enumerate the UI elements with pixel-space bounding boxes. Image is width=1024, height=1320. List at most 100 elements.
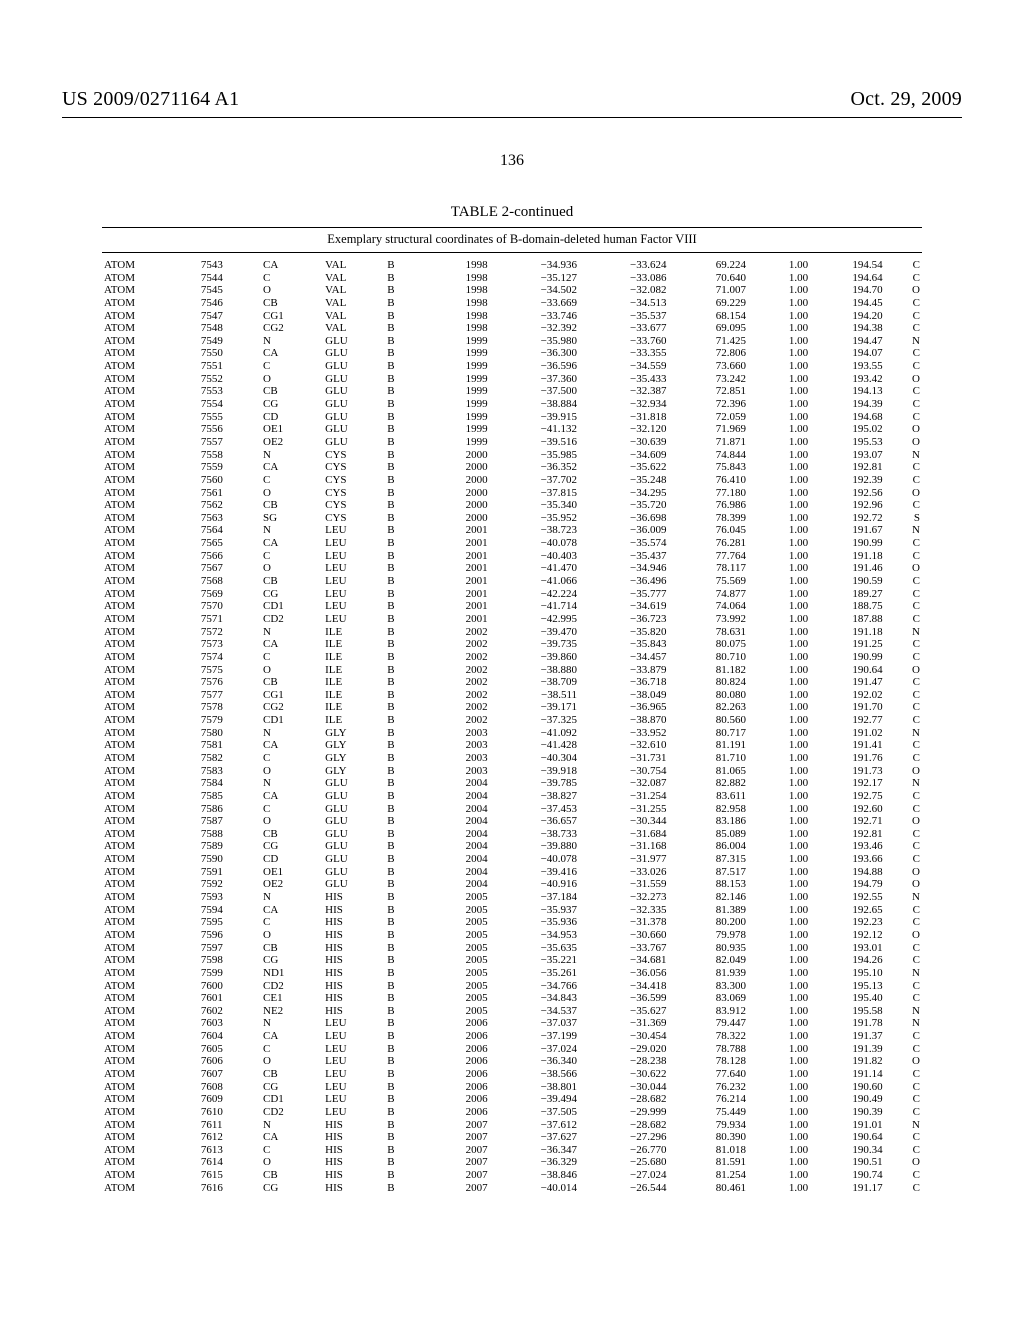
table-cell: 80.935 [668, 942, 748, 955]
table-cell: 82.958 [668, 803, 748, 816]
table-cell: −39.918 [490, 765, 579, 778]
table-cell: ATOM [102, 398, 199, 411]
table-cell: VAL [323, 272, 385, 285]
table-cell: 1.00 [748, 866, 810, 879]
table-cell: −39.735 [490, 638, 579, 651]
table-cell: 2005 [420, 904, 490, 917]
table-row: ATOM7609CD1LEUB2006−39.494−28.68276.2141… [102, 1093, 922, 1106]
table-row: ATOM7554CGGLUB1999−38.884−32.93472.3961.… [102, 398, 922, 411]
table-cell: 1.00 [748, 474, 810, 487]
coordinate-table: ATOM7543CAVALB1998−34.936−33.62469.2241.… [102, 259, 922, 1194]
header-rule [62, 117, 962, 118]
page-number: 136 [62, 152, 962, 170]
table-cell: 83.069 [668, 992, 748, 1005]
table-cell: GLU [323, 840, 385, 853]
table-cell: −39.416 [490, 866, 579, 879]
table-cell: 1998 [420, 284, 490, 297]
table-cell: 77.180 [668, 487, 748, 500]
table-cell: −25.680 [579, 1156, 668, 1169]
table-cell: B [385, 1131, 420, 1144]
table-row: ATOM7596OHISB2005−34.953−30.66079.9781.0… [102, 929, 922, 942]
table-title: TABLE 2-continued [62, 204, 962, 221]
table-cell: C [885, 550, 922, 563]
table-cell: ATOM [102, 575, 199, 588]
table-cell: 7613 [199, 1144, 261, 1157]
table-cell: −39.494 [490, 1093, 579, 1106]
table-cell: 2007 [420, 1119, 490, 1132]
table-cell: C [885, 954, 922, 967]
table-cell: −29.020 [579, 1043, 668, 1056]
table-cell: −34.619 [579, 600, 668, 613]
table-cell: 194.54 [810, 259, 885, 272]
table-cell: −36.965 [579, 701, 668, 714]
table-cell: B [385, 499, 420, 512]
table-cell: C [885, 347, 922, 360]
table-cell: ATOM [102, 411, 199, 424]
table-cell: 7579 [199, 714, 261, 727]
table-cell: 191.02 [810, 727, 885, 740]
table-cell: ATOM [102, 385, 199, 398]
table-row: ATOM7561OCYSB2000−37.815−34.29577.1801.0… [102, 487, 922, 500]
table-cell: −42.995 [490, 613, 579, 626]
table-cell: 7584 [199, 777, 261, 790]
table-cell: −33.879 [579, 664, 668, 677]
table-cell: 2004 [420, 803, 490, 816]
table-cell: N [261, 524, 323, 537]
table-cell: 1.00 [748, 701, 810, 714]
table-cell: 7554 [199, 398, 261, 411]
table-cell: GLY [323, 739, 385, 752]
table-cell: N [261, 891, 323, 904]
table-cell: −31.254 [579, 790, 668, 803]
table-cell: N [885, 1017, 922, 1030]
table-cell: CA [261, 1030, 323, 1043]
table-cell: 2005 [420, 916, 490, 929]
table-cell: B [385, 1106, 420, 1119]
table-cell: 7563 [199, 512, 261, 525]
table-cell: 191.41 [810, 739, 885, 752]
table-cell: ATOM [102, 866, 199, 879]
table-cell: 187.88 [810, 613, 885, 626]
table-cell: 191.67 [810, 524, 885, 537]
table-row: ATOM7568CBLEUB2001−41.066−36.49675.5691.… [102, 575, 922, 588]
table-cell: −37.184 [490, 891, 579, 904]
table-cell: ATOM [102, 828, 199, 841]
table-cell: 1.00 [748, 1017, 810, 1030]
table-cell: GLU [323, 777, 385, 790]
table-cell: −37.024 [490, 1043, 579, 1056]
table-cell: B [385, 1182, 420, 1195]
table-cell: B [385, 1081, 420, 1094]
table-cell: −38.880 [490, 664, 579, 677]
table-cell: 7583 [199, 765, 261, 778]
table-cell: C [261, 1043, 323, 1056]
table-cell: CG [261, 588, 323, 601]
table-cell: C [885, 272, 922, 285]
table-cell: 1999 [420, 411, 490, 424]
table-cell: 2001 [420, 550, 490, 563]
table-cell: 83.611 [668, 790, 748, 803]
table-cell: O [261, 373, 323, 386]
table-cell: 7612 [199, 1131, 261, 1144]
table-cell: −34.513 [579, 297, 668, 310]
table-cell: CG [261, 1182, 323, 1195]
table-cell: B [385, 916, 420, 929]
table-cell: B [385, 904, 420, 917]
table-cell: C [885, 638, 922, 651]
table-cell: 1.00 [748, 954, 810, 967]
table-cell: 1.00 [748, 967, 810, 980]
table-cell: 192.60 [810, 803, 885, 816]
table-cell: ATOM [102, 752, 199, 765]
table-cell: 7590 [199, 853, 261, 866]
table-cell: 2002 [420, 676, 490, 689]
table-cell: 192.81 [810, 828, 885, 841]
table-cell: 2002 [420, 638, 490, 651]
table-cell: N [885, 449, 922, 462]
table-cell: 76.410 [668, 474, 748, 487]
table-cell: C [885, 411, 922, 424]
table-cell: B [385, 853, 420, 866]
table-cell: O [885, 866, 922, 879]
table-cell: C [885, 1106, 922, 1119]
table-cell: ATOM [102, 980, 199, 993]
table-row: ATOM7567OLEUB2001−41.470−34.94678.1171.0… [102, 562, 922, 575]
table-cell: 192.02 [810, 689, 885, 702]
table-row: ATOM7557OE2GLUB1999−39.516−30.63971.8711… [102, 436, 922, 449]
